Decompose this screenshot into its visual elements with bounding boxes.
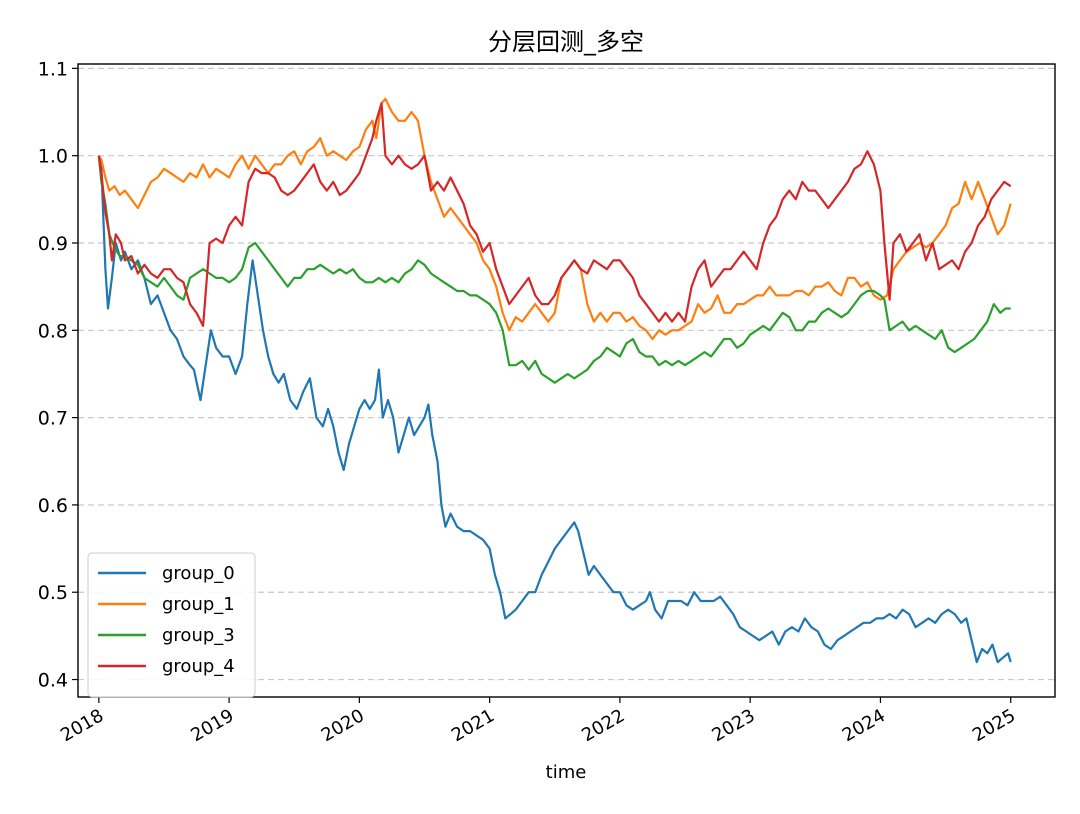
x-tick-label: 2025: [969, 705, 1019, 746]
y-tick-label: 0.8: [38, 320, 68, 342]
plot-frame: [77, 63, 1056, 698]
legend-label: group_4: [162, 656, 235, 677]
y-axis: 0.4 0.5 0.6 0.7 0.8 0.9 1.0 1.1: [38, 58, 78, 692]
x-tick-label: 2021: [448, 705, 498, 746]
y-tick-label: 0.4: [38, 670, 68, 692]
series-layer: [97, 97, 1012, 664]
legend-box: [87, 552, 256, 698]
y-tick-label: 0.5: [38, 582, 68, 604]
series-line-group_3: [97, 155, 1011, 384]
legend-label: group_3: [162, 625, 235, 646]
x-tick-label: 2018: [57, 705, 107, 746]
legend-label: group_1: [162, 594, 235, 615]
y-tick-label: 1.0: [38, 146, 68, 168]
x-tick-label: 2022: [578, 705, 628, 746]
y-tick-label: 1.1: [38, 58, 68, 80]
series-line-group_0: [97, 155, 1012, 664]
legend: group_0 group_1 group_3 group_4: [87, 552, 256, 698]
x-axis: 2018 2019 2020 2021 2022 2023 2024 2025: [57, 697, 1019, 746]
x-tick-label: 2023: [709, 705, 759, 746]
x-tick-label: 2019: [187, 705, 237, 746]
y-tick-label: 0.6: [38, 495, 68, 517]
x-tick-label: 2020: [318, 705, 368, 746]
chart-title: 分层回测_多空: [488, 28, 644, 56]
x-axis-label: time: [546, 762, 587, 783]
y-tick-label: 0.9: [38, 233, 68, 255]
series-line-group_4: [97, 102, 1012, 327]
legend-label: group_0: [162, 563, 235, 584]
y-tick-label: 0.7: [38, 408, 68, 430]
x-tick-label: 2024: [839, 705, 889, 746]
series-line-group_1: [97, 97, 1012, 341]
